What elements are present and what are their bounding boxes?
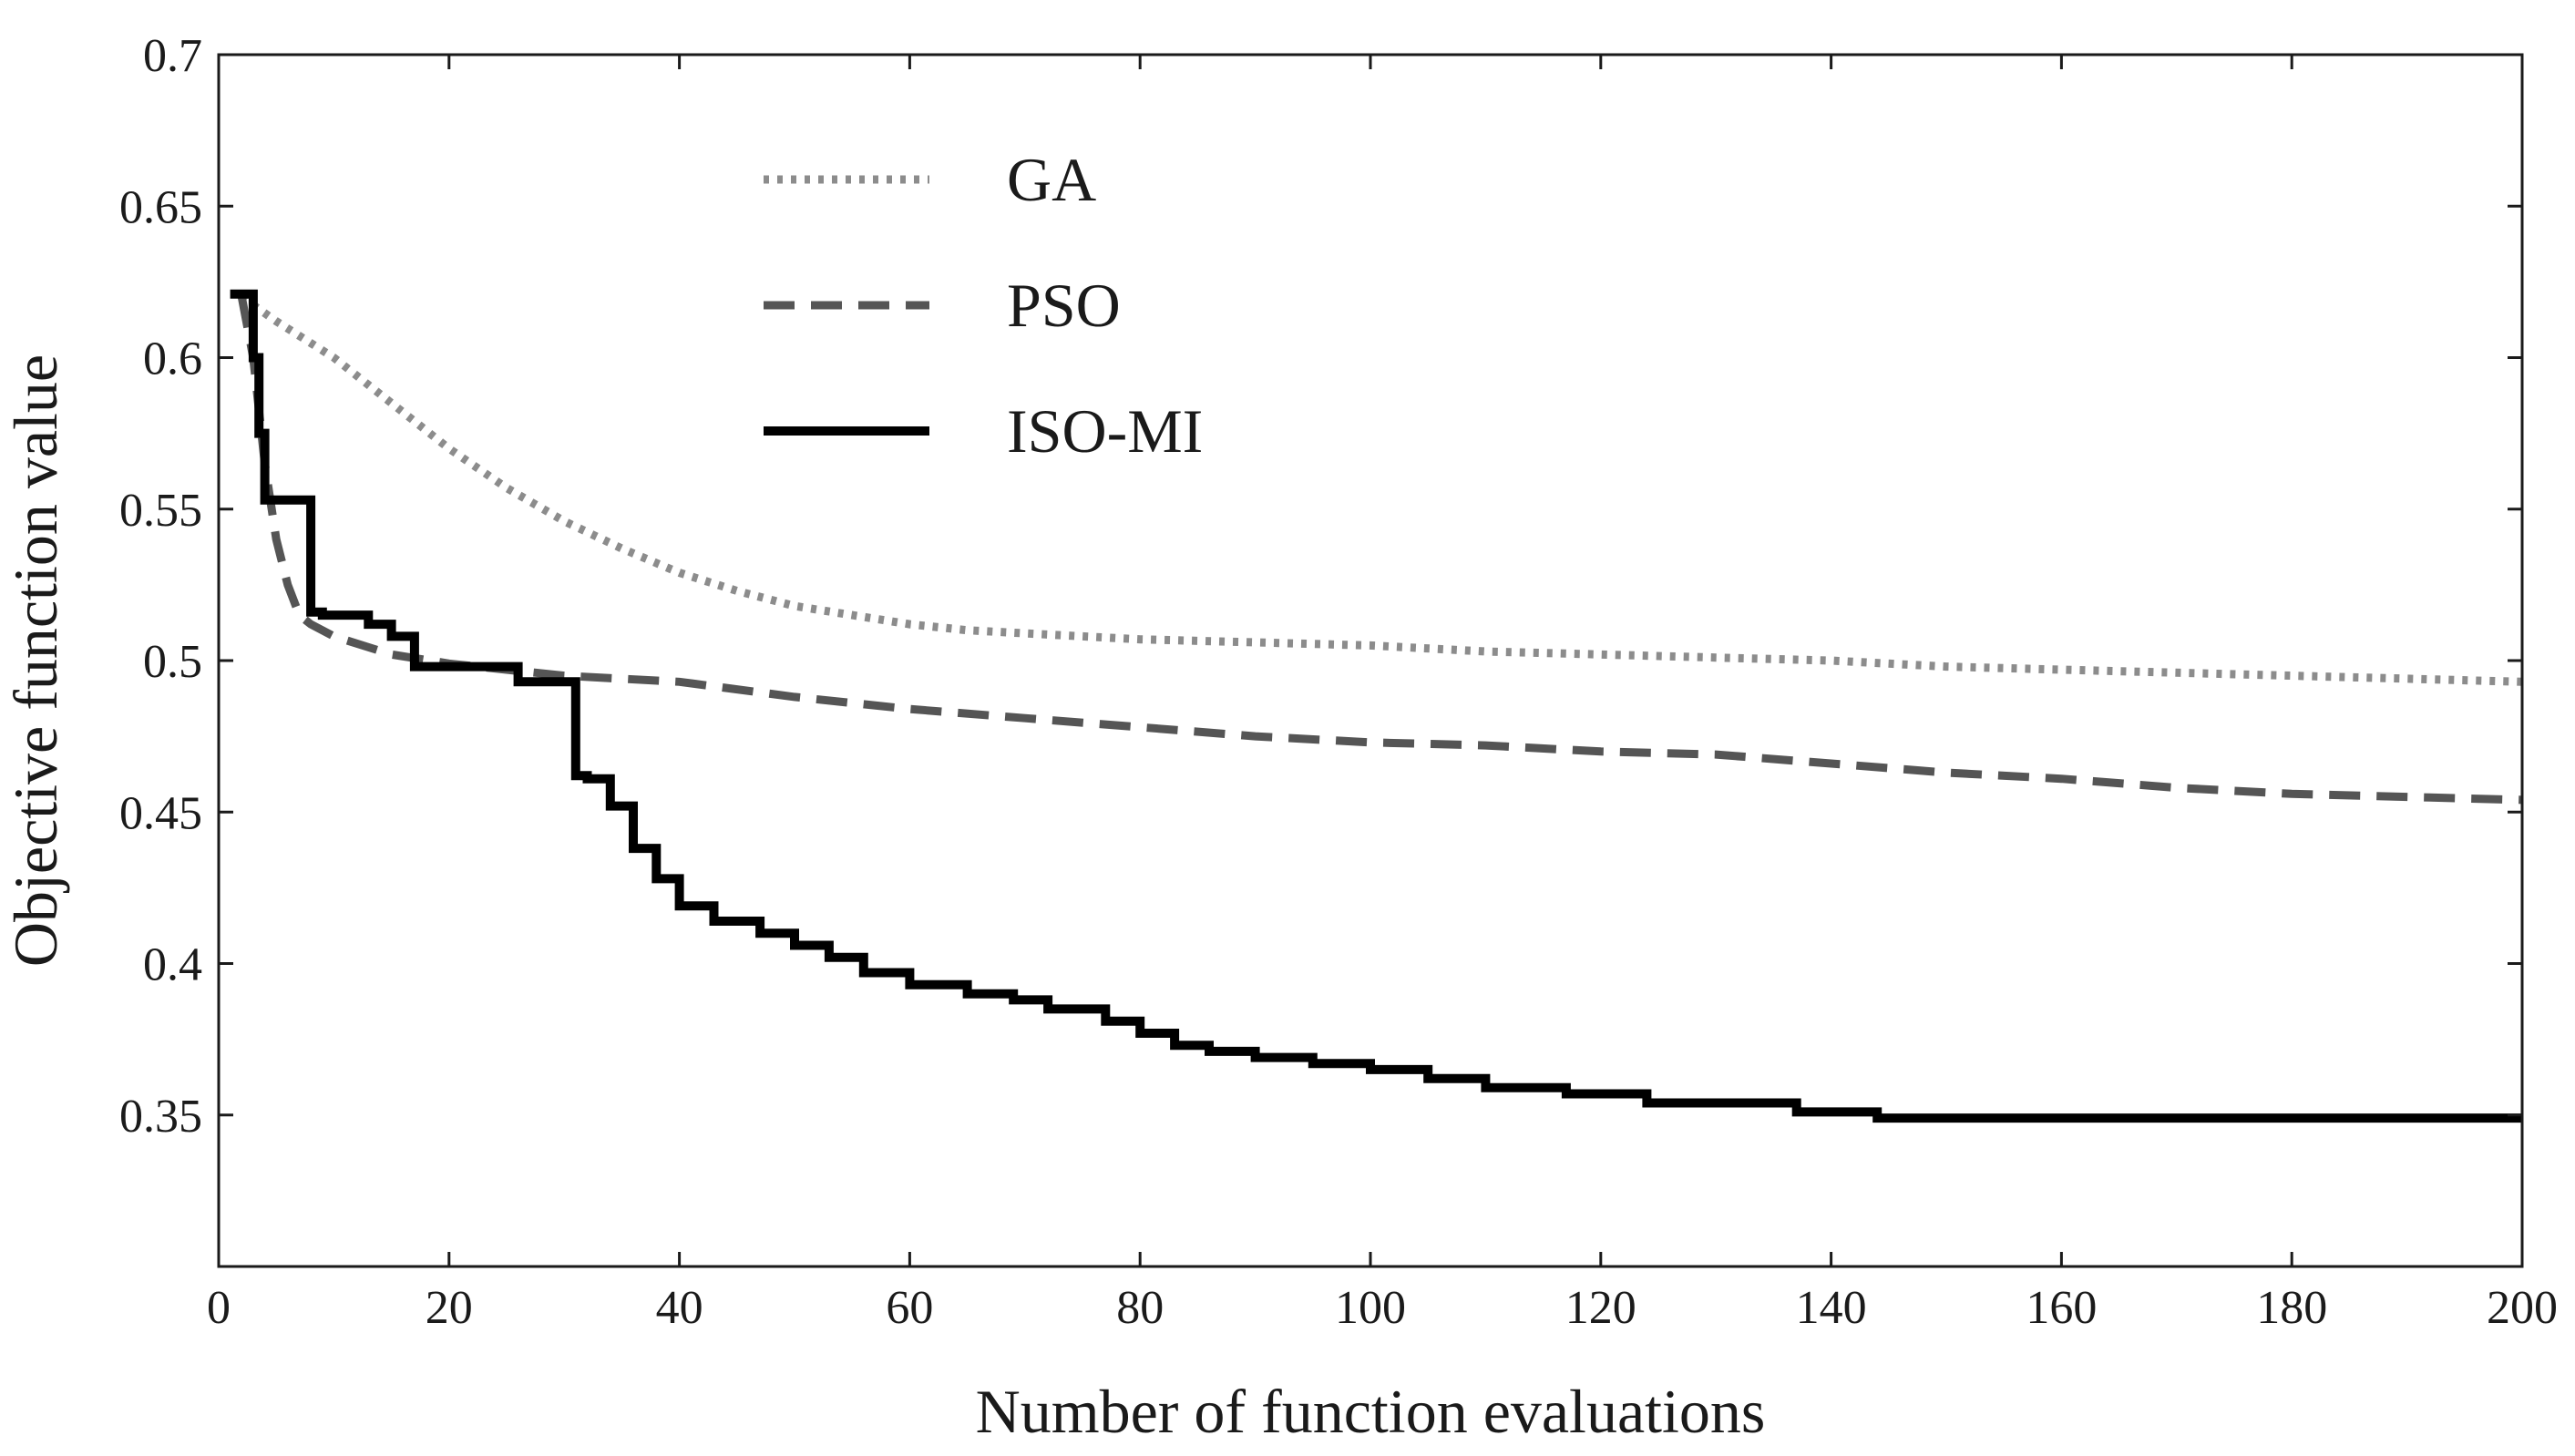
y-tick-label: 0.4 (143, 939, 202, 991)
x-tick-label: 0 (207, 1282, 231, 1334)
x-tick-label: 120 (1565, 1282, 1636, 1334)
y-axis-label: Objective function value (1, 354, 70, 967)
series-line-iso-mi (230, 289, 2522, 1123)
plot-frame (217, 53, 2524, 1268)
plot-lines (230, 289, 2523, 1123)
series-line-ga (239, 293, 2523, 686)
x-tick-label: 80 (1116, 1282, 1164, 1334)
x-tick-label: 200 (2487, 1282, 2558, 1334)
y-tick-label: 0.6 (143, 333, 202, 385)
x-tick-label: 20 (426, 1282, 473, 1334)
x-tick-label: 140 (1796, 1282, 1867, 1334)
x-tick-label: 160 (2026, 1282, 2097, 1334)
x-tick-label: 60 (886, 1282, 933, 1334)
y-tick-label: 0.55 (119, 485, 202, 537)
y-tick-label: 0.35 (119, 1091, 202, 1143)
x-tick-label: 100 (1335, 1282, 1406, 1334)
series-line-pso (237, 296, 2523, 805)
x-tick-label: 180 (2256, 1282, 2327, 1334)
x-axis-label: Number of function evaluations (976, 1377, 1766, 1446)
legend: GA PSO ISO-MI (764, 145, 1203, 466)
legend-label-iso-mi: ISO-MI (1007, 396, 1203, 466)
axis-ticks: 0 20 40 60 80 100 120 140 160 180 200 0.35 0.4 0.45 0.… (119, 30, 2558, 1334)
y-tick-label: 0.45 (119, 787, 202, 839)
legend-label-pso: PSO (1007, 271, 1121, 340)
legend-label-ga: GA (1007, 145, 1096, 214)
y-tick-label: 0.5 (143, 636, 202, 688)
y-tick-label: 0.7 (143, 30, 202, 82)
y-tick-label: 0.65 (119, 181, 202, 233)
x-tick-label: 40 (656, 1282, 703, 1334)
